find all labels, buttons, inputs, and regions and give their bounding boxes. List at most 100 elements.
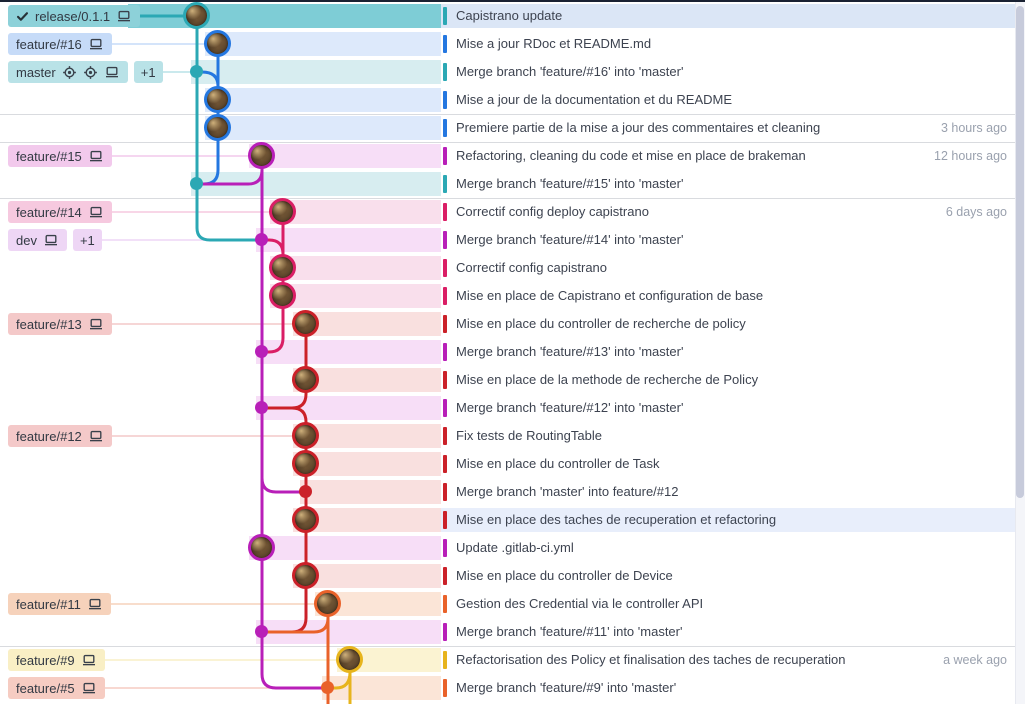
commit-row[interactable]: Merge branch 'feature/#9' into 'master'	[441, 676, 1015, 700]
commit-row[interactable]: Gestion des Credential via le controller…	[441, 592, 1015, 616]
commit-row[interactable]: Fix tests de RoutingTable	[441, 424, 1015, 448]
branch-label-feature15[interactable]: feature/#15	[8, 145, 112, 167]
commit-row[interactable]: Correctif config capistrano	[441, 256, 1015, 280]
commit-avatar-node[interactable]	[292, 310, 319, 337]
branch-label-feature13[interactable]: feature/#13	[8, 313, 112, 335]
commit-row[interactable]: Mise en place du controller de Task	[441, 452, 1015, 476]
branch-label-feature12[interactable]: feature/#12	[8, 425, 112, 447]
commit-avatar-node[interactable]	[292, 450, 319, 477]
branch-label-master[interactable]: master +1	[8, 61, 163, 83]
branch-name: master	[16, 64, 56, 80]
commit-message: Mise en place de Capistrano et configura…	[456, 288, 764, 303]
scrollbar-thumb[interactable]	[1016, 6, 1024, 498]
commit-avatar-node[interactable]	[204, 86, 231, 113]
commit-time: a week ago	[943, 653, 1007, 667]
top-border	[0, 0, 1025, 2]
commit-row[interactable]: Capistrano update	[441, 4, 1015, 28]
commit-avatar-node[interactable]	[269, 254, 296, 281]
commit-avatar-node[interactable]	[269, 282, 296, 309]
commit-row[interactable]: Merge branch 'feature/#13' into 'master'	[441, 340, 1015, 364]
commit-avatar-node[interactable]	[183, 2, 210, 29]
commit-message: Refactoring, cleaning du code et mise en…	[456, 148, 806, 163]
commit-row[interactable]: Mise en place du controller de recherche…	[441, 312, 1015, 336]
branch-label-feature16[interactable]: feature/#16	[8, 33, 112, 55]
commit-row[interactable]: Merge branch 'feature/#11' into 'master'	[441, 620, 1015, 644]
commit-message: Merge branch 'feature/#13' into 'master'	[456, 344, 684, 359]
branch-line-master-release	[195, 16, 256, 242]
computer-icon	[89, 430, 102, 442]
commit-avatar-node[interactable]	[292, 506, 319, 533]
branch-name: feature/#13	[16, 316, 82, 332]
commit-row[interactable]: Merge branch 'feature/#12' into 'master'	[441, 396, 1015, 420]
merge-commit-dot[interactable]	[255, 345, 268, 358]
hidden-refs-badge[interactable]: +1	[133, 61, 163, 83]
branch-label-feature5[interactable]: feature/#5	[8, 677, 105, 699]
commit-branch-bar	[443, 371, 447, 389]
commit-row[interactable]: Refactoring, cleaning du code et mise en…	[441, 144, 1015, 168]
commit-avatar-node[interactable]	[292, 366, 319, 393]
commit-message: Capistrano update	[456, 8, 563, 23]
merge-commit-dot[interactable]	[190, 65, 203, 78]
merge-commit-dot[interactable]	[299, 485, 312, 498]
commit-time: 12 hours ago	[934, 149, 1007, 163]
commit-branch-bar	[443, 287, 447, 305]
commit-branch-bar	[443, 63, 447, 81]
branch-label-feature11[interactable]: feature/#11	[8, 593, 111, 615]
computer-icon	[118, 10, 131, 22]
commit-row[interactable]: Mise en place de la methode de recherche…	[441, 368, 1015, 392]
commit-avatar-node[interactable]	[314, 590, 341, 617]
hidden-refs-badge[interactable]: +1	[72, 229, 102, 251]
branch-name: feature/#11	[16, 596, 81, 612]
computer-icon	[105, 66, 118, 78]
commit-branch-bar	[443, 539, 447, 557]
merge-commit-dot[interactable]	[190, 177, 203, 190]
merge-commit-dot[interactable]	[255, 625, 268, 638]
commit-row[interactable]: Mise a jour RDoc et README.md	[441, 32, 1015, 56]
commit-branch-bar	[443, 483, 447, 501]
commit-row[interactable]: Update .gitlab-ci.yml	[441, 536, 1015, 560]
commit-branch-bar	[443, 35, 447, 53]
branch-label-feature14[interactable]: feature/#14	[8, 201, 112, 223]
commit-row[interactable]: Merge branch 'master' into feature/#12	[441, 480, 1015, 504]
computer-icon	[89, 206, 102, 218]
commit-branch-bar	[443, 231, 447, 249]
commit-avatar-node[interactable]	[204, 30, 231, 57]
merge-commit-dot[interactable]	[255, 233, 268, 246]
branch-name: feature/#16	[16, 36, 82, 52]
computer-icon	[89, 150, 102, 162]
commit-row[interactable]: Refactorisation des Policy et finalisati…	[441, 648, 1015, 672]
computer-icon	[82, 654, 95, 666]
commit-branch-bar	[443, 119, 447, 137]
commit-message: Correctif config deploy capistrano	[456, 204, 649, 219]
commit-avatar-node[interactable]	[269, 198, 296, 225]
branch-label-feature9[interactable]: feature/#9	[8, 649, 105, 671]
commit-avatar-node[interactable]	[336, 646, 363, 673]
commit-time: 3 hours ago	[940, 121, 1007, 135]
commit-avatar-node[interactable]	[292, 422, 319, 449]
merge-commit-dot[interactable]	[255, 401, 268, 414]
commit-row[interactable]: Mise en place du controller de Device	[441, 564, 1015, 588]
commit-row[interactable]: Mise a jour de la documentation et du RE…	[441, 88, 1015, 112]
commit-row[interactable]: Merge branch 'feature/#14' into 'master'	[441, 228, 1015, 252]
row-ribbons	[128, 4, 441, 700]
commit-message: Refactorisation des Policy et finalisati…	[456, 652, 846, 667]
commit-row[interactable]: Merge branch 'feature/#15' into 'master'	[441, 172, 1015, 196]
commit-row[interactable]: Mise en place de Capistrano et configura…	[441, 284, 1015, 308]
commit-row[interactable]: Merge branch 'feature/#16' into 'master'	[441, 60, 1015, 84]
commit-row[interactable]: Mise en place des taches de recuperation…	[441, 508, 1015, 532]
branch-label-dev[interactable]: dev +1	[8, 229, 102, 251]
commit-avatar-node[interactable]	[292, 562, 319, 589]
branch-name: feature/#15	[16, 148, 82, 164]
merge-edge-master-into-12	[260, 477, 300, 494]
commit-row[interactable]: Premiere partie de la mise a jour des co…	[441, 116, 1015, 140]
merge-commit-dot[interactable]	[321, 681, 334, 694]
commit-branch-bar	[443, 399, 447, 417]
remote-icon	[83, 65, 97, 79]
commit-avatar-node[interactable]	[204, 114, 231, 141]
commit-branch-bar	[443, 315, 447, 333]
commit-row[interactable]: Correctif config deploy capistrano 6 days…	[441, 200, 1015, 224]
commit-avatar-node[interactable]	[248, 142, 275, 169]
commit-avatar-node[interactable]	[248, 534, 275, 561]
branch-label-release[interactable]: release/0.1.1	[8, 5, 141, 27]
branch-lines	[195, 16, 352, 704]
